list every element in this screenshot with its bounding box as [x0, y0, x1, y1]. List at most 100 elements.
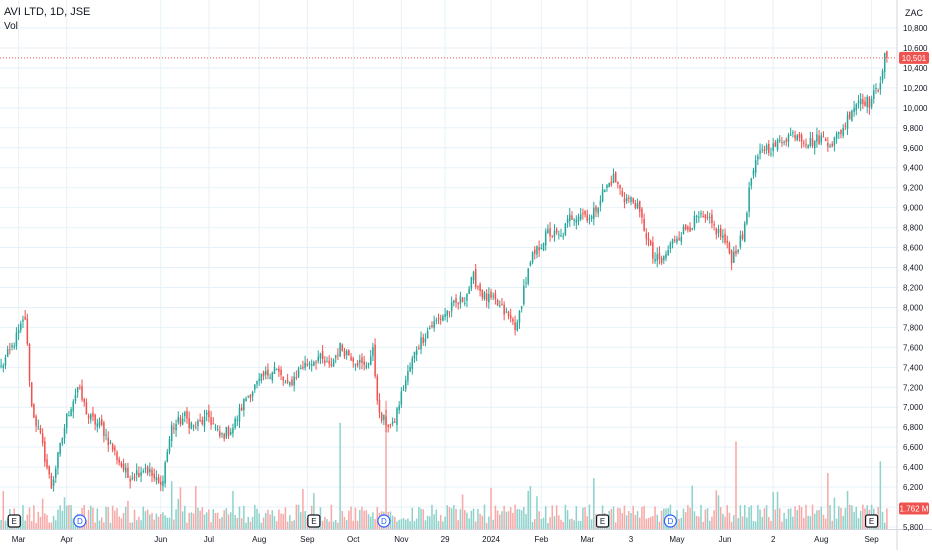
price-tick-label: 6,400 — [903, 463, 924, 472]
candle-body — [6, 349, 9, 357]
volume-bar — [733, 515, 735, 529]
volume-bar — [122, 512, 125, 529]
candle-body — [682, 226, 685, 234]
candle-body — [170, 425, 173, 441]
candle-body — [219, 431, 221, 437]
volume-bar — [420, 508, 422, 529]
volume-bar — [192, 513, 195, 529]
volume-bar — [518, 509, 521, 529]
volume-bar — [124, 506, 127, 529]
volume-bar — [754, 521, 757, 529]
currency-label[interactable]: ZAC — [905, 8, 924, 18]
earnings-marker[interactable]: E — [595, 514, 610, 528]
candle-body — [862, 99, 864, 105]
candle-body — [656, 254, 659, 261]
volume-bar — [743, 504, 746, 529]
candle-body — [829, 146, 831, 148]
time-axis[interactable]: Mar Apr Jun Jul Aug Sep Oct Nov 29 2024 Feb Mar 3 May… — [12, 535, 880, 544]
price-axis[interactable]: 5,8006,0006,2006,4006,6006,8007,0007,200… — [903, 24, 928, 532]
candle-body — [746, 212, 748, 224]
candle-body — [33, 404, 35, 418]
candle-body — [79, 387, 81, 389]
candle-body — [431, 325, 433, 328]
volume-bar — [792, 516, 794, 529]
candle-body — [706, 216, 709, 218]
dividend-marker[interactable]: D — [73, 514, 87, 528]
candle-body — [800, 134, 803, 142]
volume-bar — [256, 508, 258, 529]
volume-bar — [617, 507, 619, 529]
volume-bar — [138, 516, 140, 529]
volume-bar — [630, 513, 632, 529]
volume-bar — [730, 521, 733, 529]
candle-body — [472, 271, 475, 280]
volume-bar — [133, 509, 136, 529]
dividend-marker[interactable]: D — [377, 514, 391, 528]
candle-body — [678, 238, 680, 240]
earnings-marker[interactable]: E — [864, 514, 879, 528]
candle-body — [387, 424, 389, 427]
volume-bar — [582, 507, 584, 529]
volume-bar — [621, 513, 624, 529]
volume-bar — [822, 514, 825, 529]
volume-bar — [560, 519, 562, 529]
volume-bar — [70, 505, 72, 529]
time-tick-label: Jun — [154, 535, 167, 544]
volume-bar — [776, 491, 779, 529]
candle-body — [470, 277, 473, 289]
candle-body — [512, 319, 514, 322]
volume-bar — [789, 508, 792, 529]
volume-bar — [787, 508, 790, 529]
volume-bar — [859, 510, 862, 529]
candle-body — [881, 71, 884, 81]
candle-body — [466, 293, 468, 301]
volume-bar — [96, 508, 99, 529]
volume-bar — [838, 506, 840, 529]
volume-bar — [433, 514, 435, 529]
volume-bar — [429, 516, 431, 529]
candle-body — [96, 423, 99, 427]
volume-bar — [759, 509, 761, 529]
volume-bar — [439, 514, 442, 529]
symbol-title[interactable]: AVI LTD, 1D, JSE — [4, 6, 91, 18]
candle-body — [190, 423, 193, 429]
volume-bar — [37, 511, 40, 529]
candle-body — [737, 249, 739, 252]
candle-body — [586, 214, 589, 221]
candle-body — [698, 216, 700, 218]
volume-bar — [728, 512, 731, 529]
volume-bar — [800, 507, 803, 529]
volume-bar — [221, 517, 223, 529]
volume-bar — [544, 506, 547, 529]
candle-body — [383, 414, 385, 420]
candle-body — [415, 350, 418, 355]
candle-body — [695, 215, 698, 217]
candle-body — [37, 426, 40, 428]
candle-body — [343, 350, 346, 357]
candle-body — [824, 139, 827, 141]
candle-body — [496, 299, 499, 306]
earnings-marker[interactable]: E — [7, 514, 21, 528]
dividend-marker[interactable]: D — [663, 514, 677, 528]
earnings-marker[interactable]: E — [307, 514, 321, 528]
candle-body — [72, 401, 75, 412]
candle-body — [24, 316, 26, 320]
candle-body — [529, 262, 532, 266]
volume-bar — [488, 516, 490, 529]
volume-bar — [807, 515, 809, 529]
candle-body — [612, 173, 615, 183]
candle-body — [455, 298, 457, 303]
candle-body — [501, 304, 503, 306]
volume-bar — [103, 522, 105, 529]
candle-body — [324, 360, 326, 364]
volume-legend[interactable]: Vol — [4, 21, 18, 32]
volume-bar — [63, 497, 66, 529]
volume-bar — [700, 504, 702, 529]
candle-body — [400, 391, 403, 405]
candle-body — [365, 365, 368, 368]
candle-body — [22, 319, 24, 322]
candle-body — [776, 139, 779, 150]
candle-body — [356, 362, 359, 366]
